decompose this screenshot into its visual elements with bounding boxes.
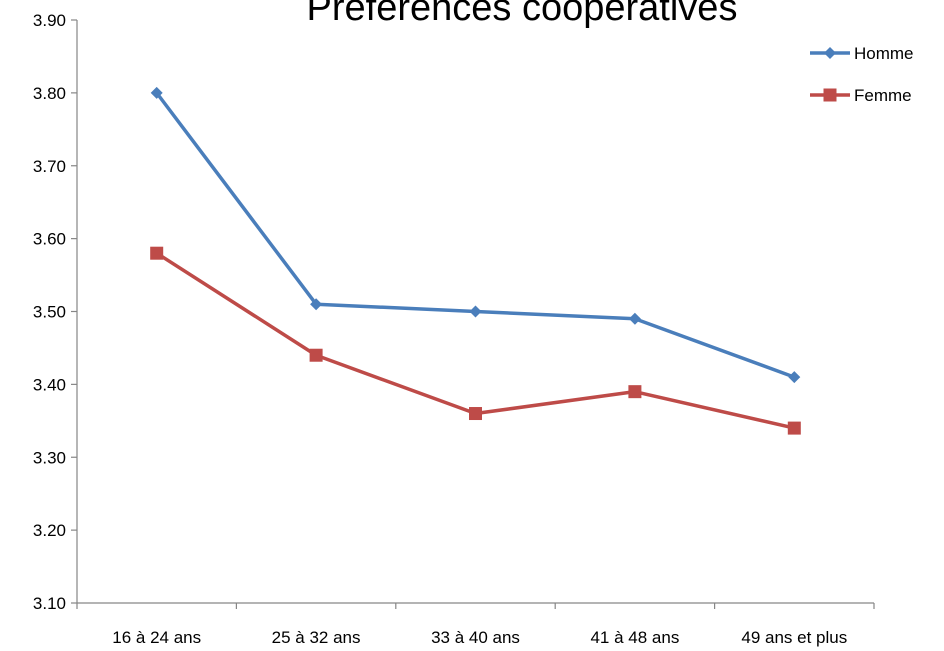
data-point-homme: [310, 298, 323, 311]
x-tick-label: 33 à 40 ans: [431, 628, 520, 647]
series-femme: [150, 246, 801, 435]
x-tick-label: 16 à 24 ans: [112, 628, 201, 647]
data-point-femme: [150, 246, 164, 260]
legend-item-homme: Homme: [810, 44, 914, 63]
series-homme: [150, 86, 801, 384]
legend-item-femme: Femme: [810, 86, 912, 105]
series-layer: [150, 86, 801, 435]
data-point-homme: [788, 371, 801, 384]
y-tick-label: 3.90: [33, 11, 66, 30]
y-tick-label: 3.20: [33, 521, 66, 540]
legend-label-homme: Homme: [854, 44, 914, 63]
y-tick-label: 3.30: [33, 448, 66, 467]
series-line-homme: [155, 91, 795, 379]
y-tick-label: 3.10: [33, 594, 66, 613]
y-tick-label: 3.60: [33, 230, 66, 249]
y-axis: 3.10 3.20 3.30 3.40 3.50 3.60 3.70 3.80 3.90: [33, 11, 78, 613]
legend: Homme Femme: [810, 44, 914, 105]
y-tick-label: 3.50: [33, 303, 66, 322]
y-tick-label: 3.80: [33, 84, 66, 103]
y-tick-label: 3.40: [33, 375, 66, 394]
y-tick-label: 3.70: [33, 157, 66, 176]
x-tick-label: 49 ans et plus: [741, 628, 847, 647]
data-point-homme: [150, 86, 163, 99]
data-point-homme: [469, 305, 482, 318]
data-point-femme: [309, 348, 323, 362]
x-tick-label: 41 à 48 ans: [590, 628, 679, 647]
data-point-femme: [787, 421, 801, 435]
chart-title: Préférences coopératives: [307, 0, 738, 29]
data-point-homme: [628, 312, 641, 325]
data-point-femme: [628, 385, 642, 399]
legend-label-femme: Femme: [854, 86, 912, 105]
legend-marker-femme: [823, 88, 837, 102]
legend-marker-homme: [824, 47, 836, 59]
x-tick-label: 25 à 32 ans: [272, 628, 361, 647]
data-point-femme: [469, 407, 482, 421]
x-axis: 16 à 24 ans 25 à 32 ans 33 à 40 ans 41 à 48…: [76, 602, 875, 647]
